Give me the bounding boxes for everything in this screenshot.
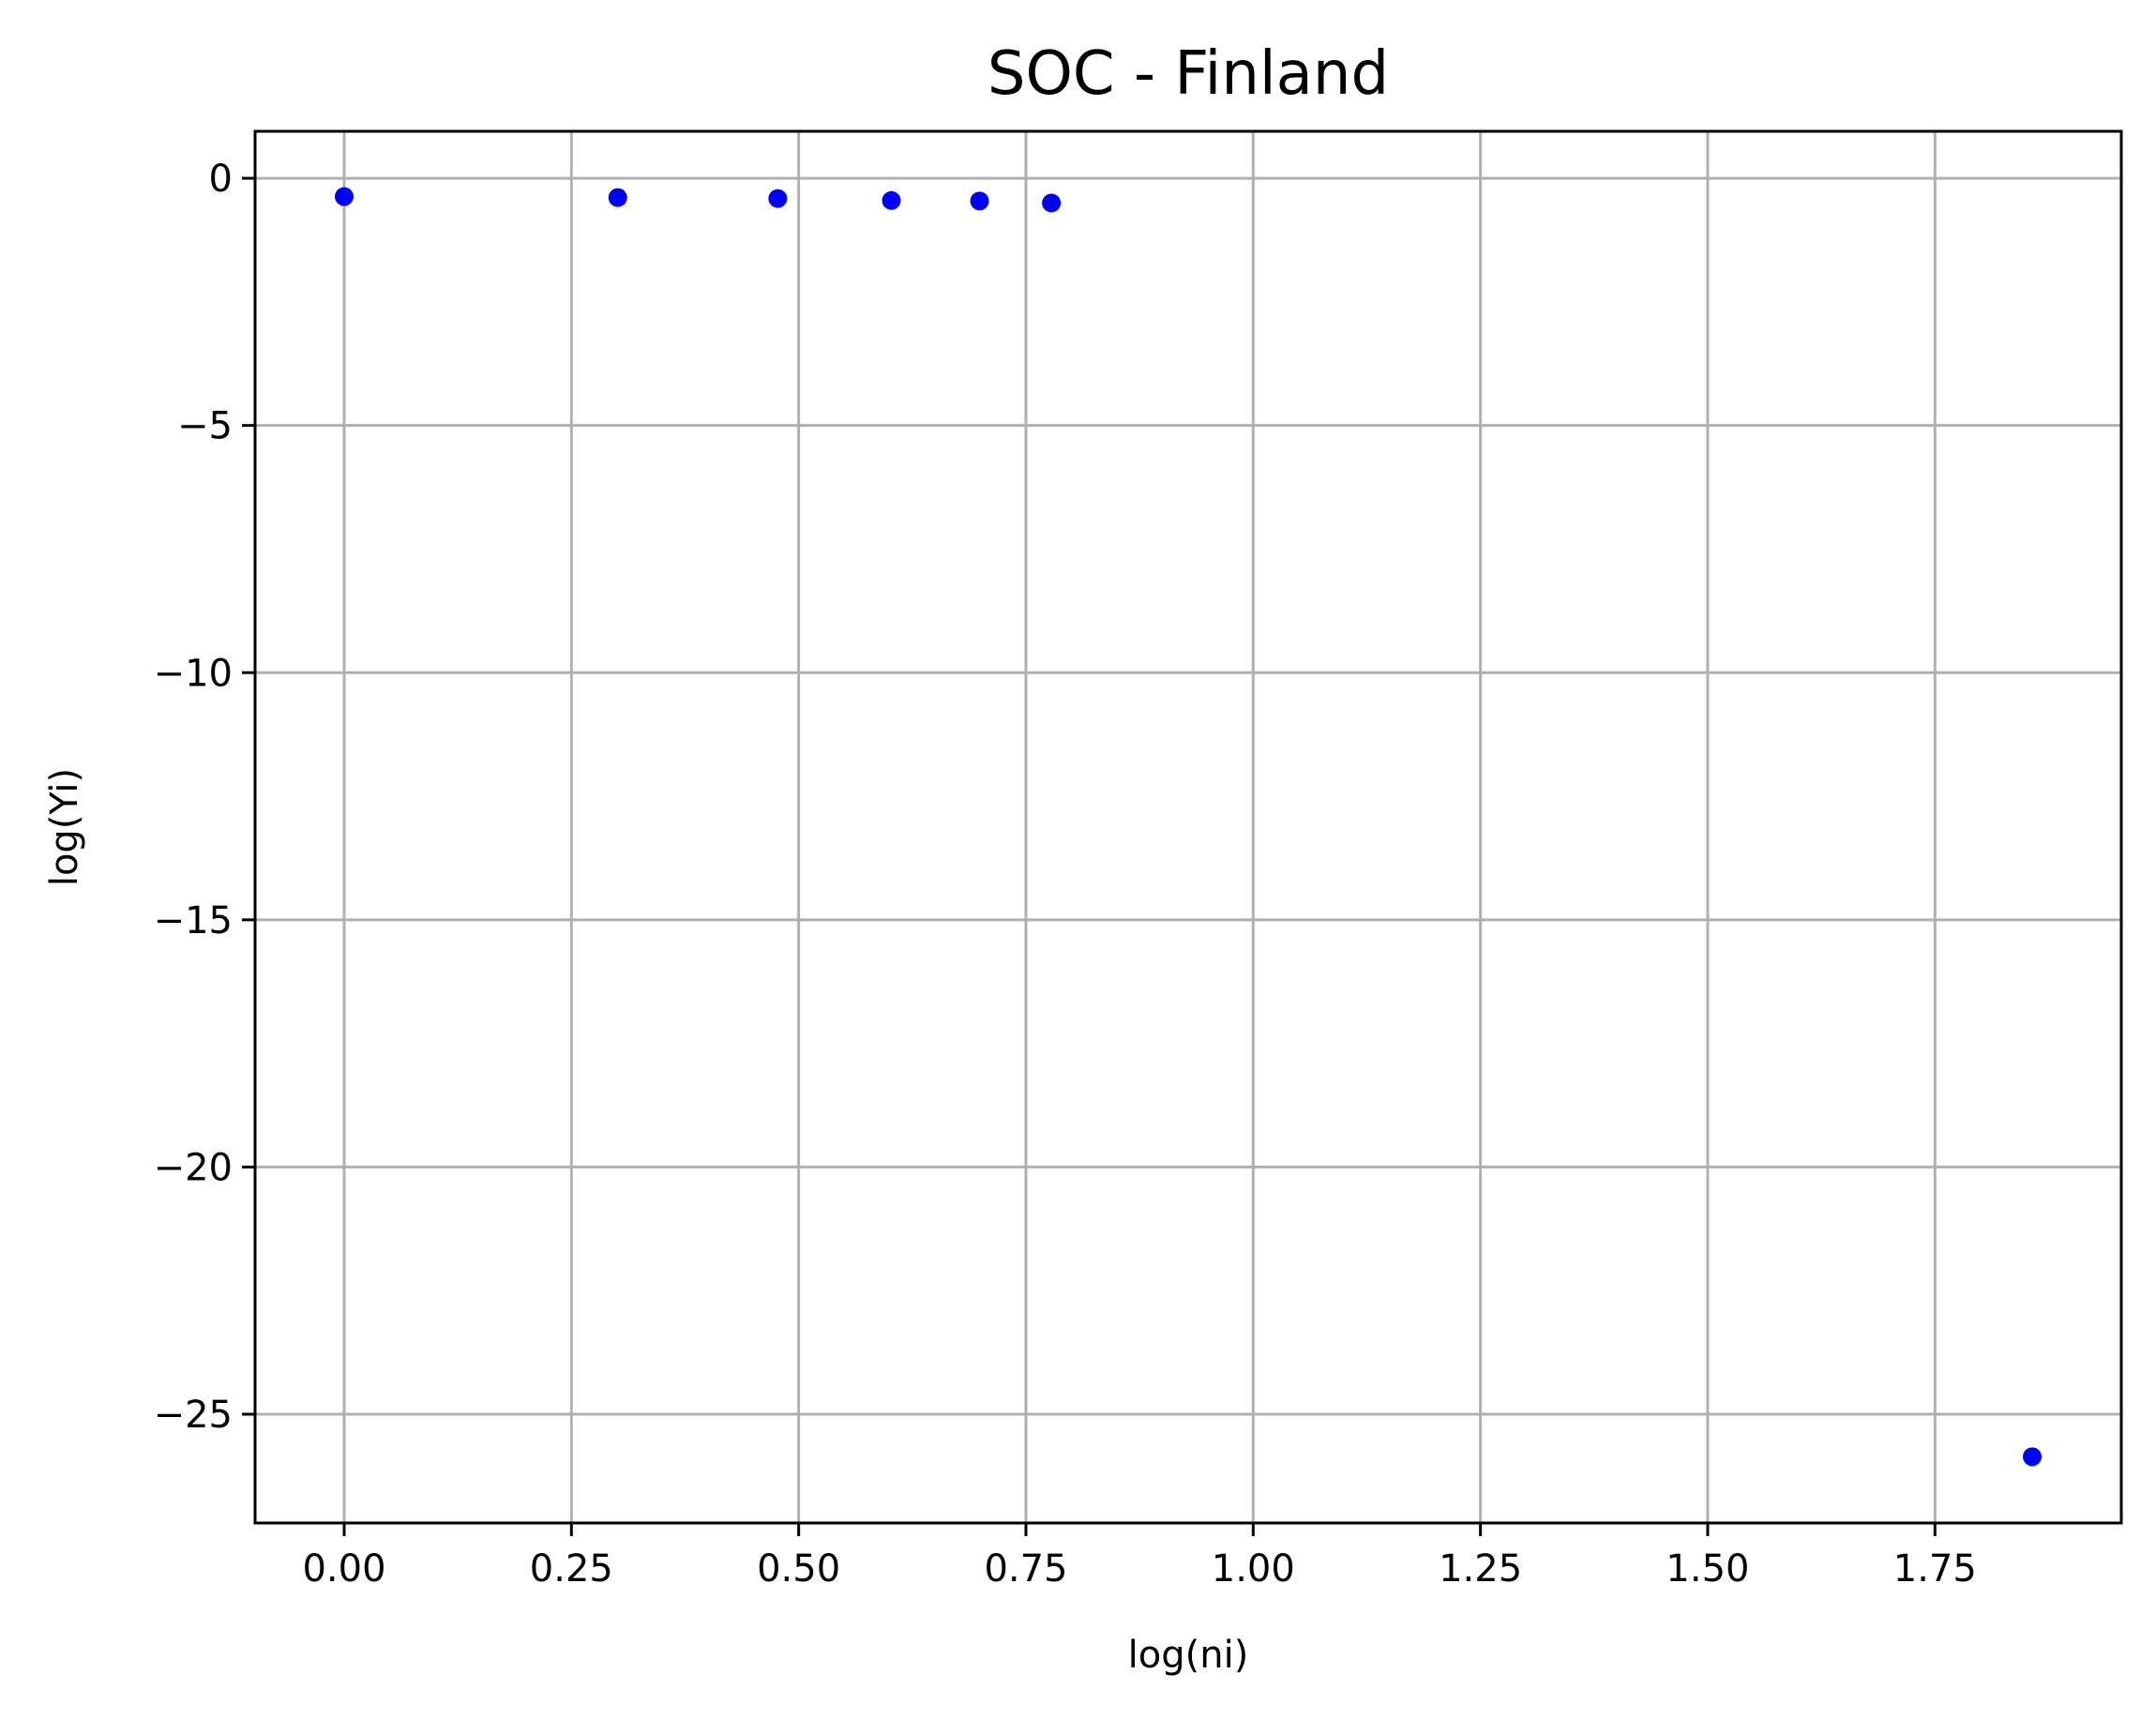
y-tick-label: −10: [154, 652, 233, 695]
x-tick-label: 0.75: [984, 1547, 1067, 1591]
data-points: [334, 187, 2043, 1467]
data-point: [882, 190, 901, 210]
y-tick-label: 0: [209, 158, 233, 201]
data-point: [2023, 1447, 2043, 1467]
y-axis-label: log(Yi): [43, 768, 86, 886]
y-tick-label: −15: [154, 899, 233, 942]
y-tick-label: −25: [154, 1394, 233, 1437]
x-tick-label: 0.00: [302, 1547, 385, 1591]
chart-title: SOC - Finland: [988, 39, 1389, 109]
data-point: [608, 188, 627, 207]
data-point: [1042, 193, 1062, 213]
x-tick-label: 1.00: [1212, 1547, 1295, 1591]
data-point: [334, 187, 354, 206]
x-tick-label: 0.25: [530, 1547, 613, 1591]
grid: [255, 131, 2121, 1523]
data-point: [970, 191, 989, 211]
x-axis-label: log(ni): [1128, 1634, 1249, 1677]
x-tick-label: 1.25: [1439, 1547, 1522, 1591]
x-tick-label: 0.50: [757, 1547, 840, 1591]
ticks: 0.00 0.25 0.50 0.75 1.00 1.25 1.50 1.75 0 −5 −10 −1…: [154, 158, 1977, 1591]
y-tick-label: −20: [154, 1146, 233, 1189]
x-tick-label: 1.75: [1893, 1547, 1977, 1591]
x-tick-label: 1.50: [1666, 1547, 1749, 1591]
y-tick-label: −5: [177, 405, 233, 448]
data-point: [768, 188, 788, 208]
plot-frame: [253, 129, 2123, 1525]
